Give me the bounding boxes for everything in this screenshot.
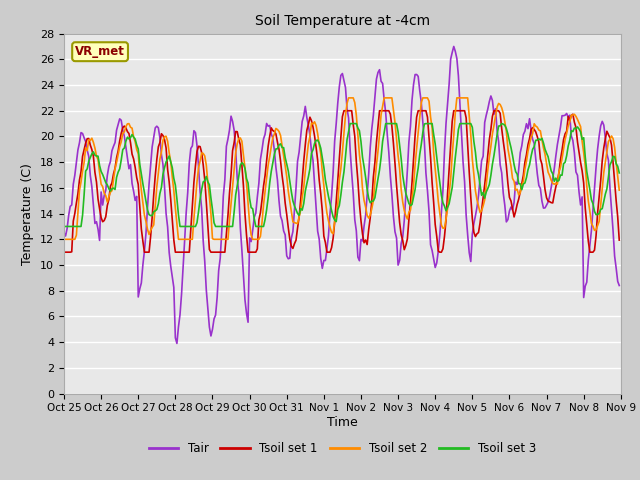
Line: Tsoil set 3: Tsoil set 3 — [64, 123, 620, 227]
Tsoil set 1 — [226, 191, 234, 196]
Legend: Tair, Tsoil set 1, Tsoil set 2, Tsoil set 3: Tair, Tsoil set 1, Tsoil set 2, Tsoil se… — [144, 437, 541, 460]
Tsoil set 2 — [60, 237, 68, 242]
Tsoil set 3 — [616, 170, 623, 176]
Title: Soil Temperature at -4cm: Soil Temperature at -4cm — [255, 14, 430, 28]
Tair — [60, 229, 68, 235]
Tair — [227, 113, 235, 119]
Line: Tsoil set 2: Tsoil set 2 — [64, 98, 620, 240]
Tsoil set 3 — [586, 187, 594, 192]
Tsoil set 2 — [253, 237, 261, 242]
Tsoil set 3 — [128, 132, 136, 137]
Tair — [128, 180, 136, 186]
Tair — [255, 180, 263, 186]
X-axis label: Time: Time — [327, 416, 358, 429]
Y-axis label: Temperature (C): Temperature (C) — [22, 163, 35, 264]
Tsoil set 2 — [303, 155, 310, 160]
Tair — [450, 44, 458, 49]
Tsoil set 2 — [226, 218, 234, 224]
Tsoil set 1 — [340, 108, 348, 114]
Line: Tair: Tair — [64, 47, 620, 343]
Tsoil set 1 — [253, 246, 261, 252]
Tsoil set 1 — [586, 249, 594, 255]
Tsoil set 3 — [244, 180, 252, 186]
Tsoil set 1 — [60, 249, 68, 255]
Tsoil set 1 — [303, 127, 310, 133]
Tsoil set 2 — [244, 200, 252, 206]
Tsoil set 2 — [345, 95, 353, 101]
Tair — [616, 283, 623, 288]
Tsoil set 2 — [128, 125, 136, 131]
Tsoil set 1 — [128, 151, 136, 157]
Tsoil set 3 — [226, 224, 234, 229]
Tsoil set 3 — [253, 224, 261, 229]
Tsoil set 1 — [616, 237, 623, 243]
Tair — [305, 122, 312, 128]
Tsoil set 3 — [303, 181, 310, 187]
Tsoil set 2 — [586, 208, 594, 214]
Tsoil set 3 — [346, 120, 354, 126]
Tair — [246, 235, 253, 241]
Line: Tsoil set 1: Tsoil set 1 — [64, 111, 620, 252]
Tair — [173, 340, 180, 346]
Text: VR_met: VR_met — [75, 45, 125, 58]
Tsoil set 1 — [244, 249, 252, 255]
Tair — [588, 228, 595, 233]
Tsoil set 2 — [616, 187, 623, 193]
Tsoil set 3 — [60, 224, 68, 229]
